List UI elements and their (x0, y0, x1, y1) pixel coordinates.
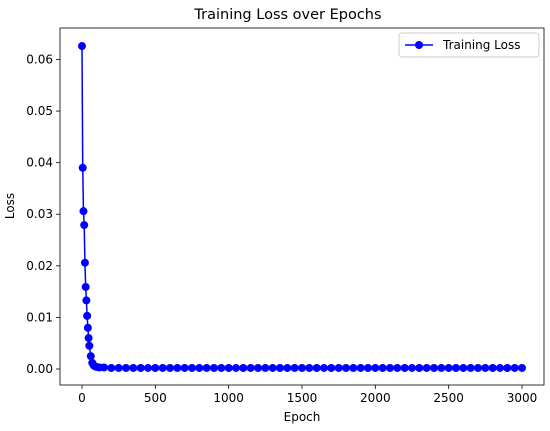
data-point (79, 207, 88, 216)
data-point (268, 363, 277, 372)
data-point (136, 363, 145, 372)
chart-title: Training Loss over Epochs (193, 7, 381, 23)
data-point (158, 363, 167, 372)
data-point (224, 363, 233, 372)
data-point (496, 363, 504, 372)
x-tick-label: 500 (144, 391, 167, 405)
data-point (261, 363, 270, 372)
data-point (452, 363, 460, 372)
data-point (78, 163, 87, 172)
y-axis-title: Loss (3, 193, 17, 219)
data-point (488, 363, 497, 372)
y-tick-label: 0.05 (26, 104, 53, 118)
data-point (481, 363, 490, 372)
x-tick-label: 0 (78, 391, 86, 405)
data-point (334, 363, 343, 372)
x-axis: 0 500 1000 1500 2000 2500 3000 (78, 385, 537, 405)
data-point (173, 363, 182, 372)
data-point (144, 363, 152, 372)
data-point (78, 42, 86, 51)
data-point (246, 363, 255, 372)
data-point (82, 296, 91, 305)
data-point (122, 363, 130, 372)
data-point (386, 363, 394, 372)
data-point (239, 363, 248, 372)
y-tick-label: 0.03 (26, 207, 53, 221)
legend-box (398, 32, 540, 58)
data-point (232, 363, 240, 372)
legend-marker-sample (415, 41, 423, 49)
data-point (349, 363, 358, 372)
data-point (83, 323, 92, 332)
data-point (342, 363, 350, 372)
data-point (276, 363, 284, 372)
data-point (283, 363, 292, 372)
data-point (254, 363, 262, 372)
data-point (114, 363, 123, 372)
data-point (474, 363, 482, 372)
x-axis-title: Epoch (284, 410, 321, 424)
data-point (298, 363, 306, 372)
data-point (129, 363, 138, 372)
series-line (81, 46, 522, 369)
data-point (107, 363, 116, 372)
data-point (100, 363, 108, 372)
data-point (85, 341, 94, 350)
data-point (415, 363, 424, 372)
data-point (437, 363, 446, 372)
series-marks (78, 42, 526, 372)
legend-label: Training Loss (442, 38, 520, 52)
data-point (444, 363, 453, 372)
data-point (312, 363, 321, 372)
data-point (327, 363, 336, 372)
y-tick-label: 0.01 (26, 310, 53, 324)
data-point (80, 258, 89, 267)
data-point (151, 363, 160, 372)
y-axis: 0.00 0.01 0.02 0.03 0.04 0.05 0.06 (26, 52, 60, 376)
data-point (364, 363, 372, 372)
data-point (320, 363, 328, 372)
x-tick-label: 3000 (507, 391, 538, 405)
data-point (400, 363, 409, 372)
data-point (195, 363, 204, 372)
data-point (503, 363, 512, 372)
data-point (86, 352, 95, 361)
plot-frame (59, 27, 545, 386)
data-point (378, 363, 387, 372)
data-point (356, 363, 365, 372)
legend: Training Loss (398, 32, 540, 58)
x-tick-label: 1000 (213, 391, 244, 405)
y-tick-label: 0.02 (26, 259, 53, 273)
data-point (217, 363, 226, 372)
data-point (202, 363, 211, 372)
y-tick-label: 0.06 (26, 52, 53, 66)
data-point (466, 363, 475, 372)
y-tick-label: 0.00 (26, 362, 53, 376)
data-point (290, 363, 299, 372)
data-point (188, 363, 196, 372)
data-point (180, 363, 189, 372)
data-point (518, 363, 526, 372)
data-point (510, 363, 519, 372)
x-tick-label: 2000 (360, 391, 391, 405)
data-point (393, 363, 402, 372)
x-tick-label: 2500 (433, 391, 464, 405)
data-point (84, 334, 93, 343)
y-tick-label: 0.04 (26, 156, 53, 170)
data-point (81, 282, 90, 291)
data-point (80, 221, 89, 230)
data-point (305, 363, 314, 372)
data-point (459, 363, 468, 372)
x-tick-label: 1500 (287, 391, 318, 405)
data-point (210, 363, 218, 372)
data-point (408, 363, 416, 372)
data-point (422, 363, 431, 372)
data-point (83, 311, 92, 320)
data-point (430, 363, 438, 372)
data-point (371, 363, 380, 372)
data-point (166, 363, 174, 372)
